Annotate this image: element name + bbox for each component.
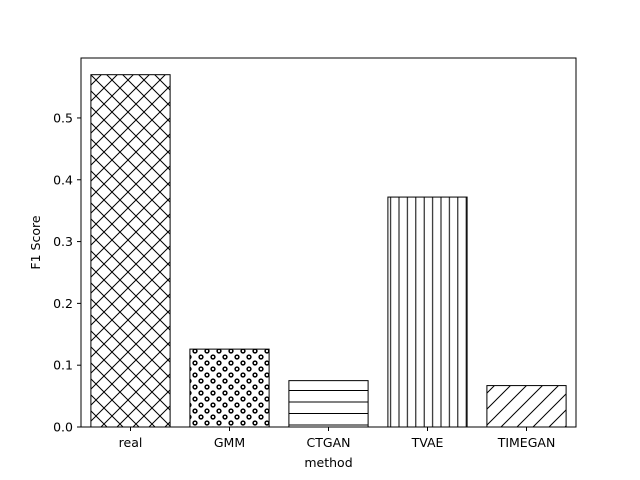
bar-gmm xyxy=(189,348,270,428)
x-tick-label: CTGAN xyxy=(307,435,351,450)
y-tick-label: 0.3 xyxy=(53,234,73,249)
x-axis-label: method xyxy=(304,455,352,470)
x-tick-label: TVAE xyxy=(411,435,444,450)
bar-timegan xyxy=(486,385,567,428)
y-tick-label: 0.5 xyxy=(53,110,73,125)
y-tick-label: 0.1 xyxy=(53,358,73,373)
y-axis-label: F1 Score xyxy=(28,215,43,269)
bar-ctgan xyxy=(288,380,369,428)
bar-real xyxy=(90,74,171,428)
x-tick-label: TIMEGAN xyxy=(497,435,556,450)
bars-group xyxy=(90,74,567,428)
y-tick-label: 0.0 xyxy=(53,420,73,435)
y-tick-label: 0.2 xyxy=(53,296,73,311)
y-axis: 0.0 0.1 0.2 0.3 0.4 0.5 xyxy=(53,110,81,435)
plot-frame xyxy=(80,57,577,428)
x-tick-label: real xyxy=(119,435,143,450)
x-axis: real GMM CTGAN TVAE TIMEGAN xyxy=(119,427,556,450)
x-tick-label: GMM xyxy=(214,435,245,450)
bar-tvae xyxy=(387,196,468,428)
y-tick-label: 0.4 xyxy=(53,172,73,187)
